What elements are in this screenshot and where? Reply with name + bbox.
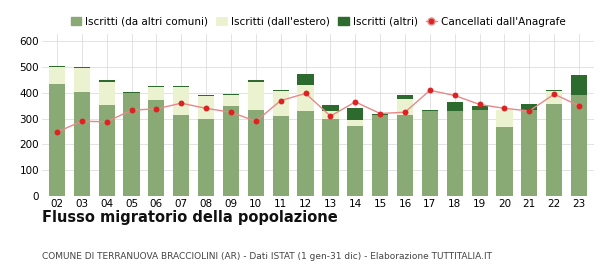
Bar: [571, 75, 587, 95]
Bar: [198, 96, 214, 119]
Bar: [347, 120, 364, 126]
Bar: [322, 119, 338, 196]
Bar: [198, 95, 214, 96]
Bar: [496, 110, 512, 127]
Point: [400, 110, 410, 115]
Point: [574, 104, 584, 108]
Point: [550, 92, 559, 96]
Point: [524, 109, 534, 113]
Point: [350, 100, 360, 104]
Bar: [223, 94, 239, 95]
Bar: [248, 110, 264, 196]
Bar: [446, 102, 463, 111]
Bar: [98, 81, 115, 105]
Point: [52, 130, 62, 134]
Bar: [248, 80, 264, 81]
Point: [152, 107, 161, 111]
Bar: [397, 99, 413, 115]
Bar: [472, 106, 488, 110]
Point: [176, 101, 186, 106]
Bar: [298, 85, 314, 111]
Bar: [173, 86, 190, 87]
Text: Flusso migratorio della popolazione: Flusso migratorio della popolazione: [42, 210, 338, 225]
Bar: [322, 111, 338, 119]
Point: [425, 88, 434, 93]
Bar: [347, 126, 364, 196]
Bar: [198, 119, 214, 196]
Bar: [98, 80, 115, 81]
Bar: [372, 113, 388, 115]
Point: [301, 91, 310, 96]
Bar: [223, 95, 239, 106]
Point: [251, 119, 260, 123]
Point: [326, 114, 335, 118]
Point: [127, 108, 136, 112]
Bar: [521, 110, 538, 196]
Bar: [98, 105, 115, 196]
Bar: [347, 108, 364, 120]
Point: [475, 102, 484, 107]
Bar: [372, 115, 388, 196]
Bar: [298, 111, 314, 196]
Point: [500, 106, 509, 111]
Bar: [521, 104, 538, 110]
Bar: [397, 115, 413, 196]
Bar: [148, 87, 164, 100]
Point: [376, 111, 385, 116]
Bar: [397, 95, 413, 99]
Bar: [248, 81, 264, 110]
Bar: [546, 104, 562, 196]
Bar: [298, 74, 314, 85]
Point: [202, 106, 211, 111]
Text: COMUNE DI TERRANUOVA BRACCIOLINI (AR) - Dati ISTAT (1 gen-31 dic) - Elaborazione: COMUNE DI TERRANUOVA BRACCIOLINI (AR) - …: [42, 252, 492, 261]
Bar: [74, 92, 90, 196]
Bar: [49, 67, 65, 84]
Bar: [496, 127, 512, 196]
Point: [226, 110, 236, 115]
Bar: [322, 105, 338, 111]
Point: [450, 93, 460, 98]
Bar: [422, 111, 438, 196]
Bar: [272, 90, 289, 91]
Bar: [546, 90, 562, 91]
Point: [102, 120, 112, 124]
Bar: [546, 91, 562, 104]
Bar: [173, 87, 190, 115]
Bar: [74, 68, 90, 92]
Bar: [571, 95, 587, 196]
Legend: Iscritti (da altri comuni), Iscritti (dall'estero), Iscritti (altri), Cancellati: Iscritti (da altri comuni), Iscritti (da…: [71, 17, 565, 27]
Bar: [272, 91, 289, 116]
Bar: [148, 100, 164, 196]
Bar: [422, 110, 438, 111]
Bar: [49, 84, 65, 196]
Bar: [223, 106, 239, 196]
Bar: [148, 86, 164, 87]
Bar: [124, 93, 140, 196]
Bar: [74, 67, 90, 68]
Bar: [446, 111, 463, 196]
Bar: [173, 115, 190, 196]
Bar: [49, 66, 65, 67]
Point: [77, 119, 86, 123]
Bar: [272, 116, 289, 196]
Bar: [124, 92, 140, 93]
Bar: [472, 110, 488, 196]
Point: [276, 98, 286, 103]
